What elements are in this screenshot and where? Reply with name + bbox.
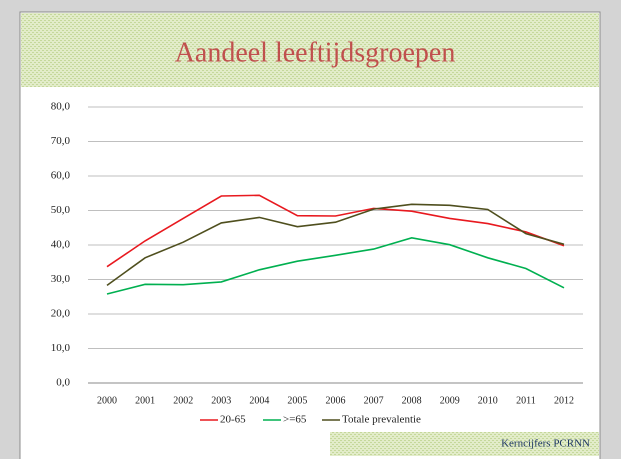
y-tick-label: 30,0 xyxy=(51,273,71,285)
y-tick-label: 40,0 xyxy=(51,239,71,251)
y-tick-label: 60,0 xyxy=(51,170,71,182)
x-tick-label: 2000 xyxy=(97,395,117,406)
x-tick-label: 2007 xyxy=(364,395,384,406)
y-tick-label: 0,0 xyxy=(56,377,70,389)
y-tick-label: 50,0 xyxy=(51,204,71,216)
x-tick-label: 2006 xyxy=(326,395,346,406)
legend-label: Totale prevalentie xyxy=(342,414,421,426)
footer-banner xyxy=(330,432,599,456)
y-tick-label: 10,0 xyxy=(51,342,71,354)
footer: Kerncijfers PCRNN xyxy=(501,438,590,450)
x-tick-label: 2009 xyxy=(440,395,460,406)
series-line xyxy=(106,194,565,268)
x-tick-label: 2011 xyxy=(516,395,536,406)
x-tick-label: 2004 xyxy=(249,395,269,406)
series-line xyxy=(106,203,565,287)
title-banner xyxy=(21,13,599,87)
x-tick-label: 2008 xyxy=(402,395,422,406)
x-tick-label: 2001 xyxy=(135,395,155,406)
x-tick-label: 2002 xyxy=(173,395,193,406)
y-tick-label: 20,0 xyxy=(51,308,71,320)
x-tick-label: 2005 xyxy=(287,395,307,406)
x-tick-label: 2003 xyxy=(211,395,231,406)
chart-title: Aandeel leeftijdsgroepen xyxy=(175,37,456,68)
x-tick-label: 2012 xyxy=(554,395,574,406)
y-tick-label: 80,0 xyxy=(51,101,71,113)
legend-label: 20-65 xyxy=(220,414,246,426)
legend-label: >=65 xyxy=(283,414,307,426)
series-line xyxy=(106,236,565,295)
y-tick-label: 70,0 xyxy=(51,135,71,147)
x-tick-label: 2010 xyxy=(478,395,498,406)
